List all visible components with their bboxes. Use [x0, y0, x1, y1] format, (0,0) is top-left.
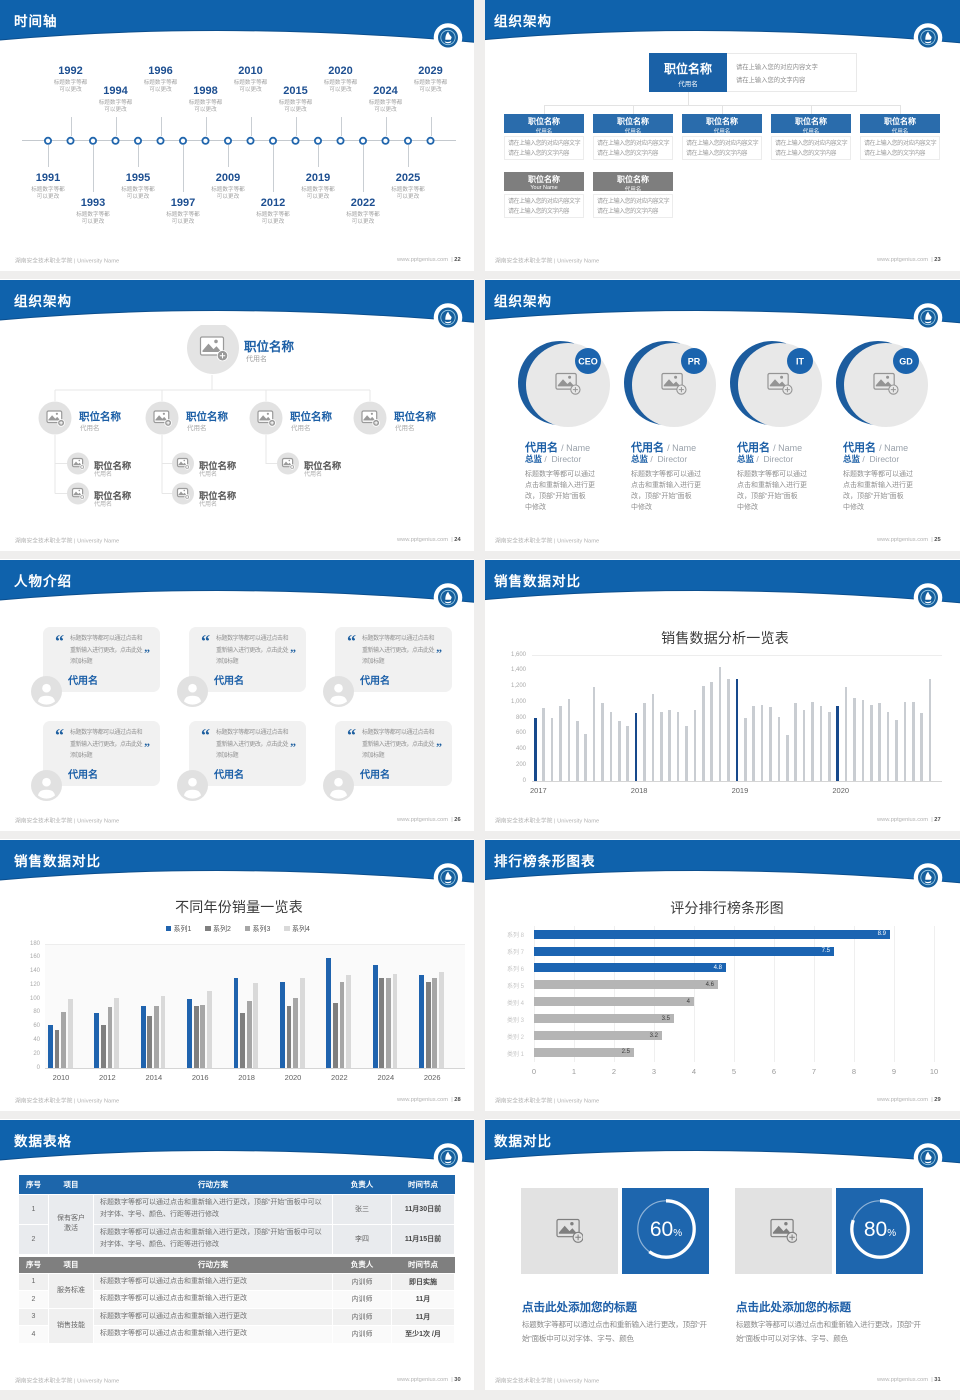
svg-text:PR: PR	[688, 357, 701, 367]
svg-text:GD: GD	[899, 357, 913, 367]
svg-text:CEO: CEO	[578, 357, 598, 367]
svg-text:IT: IT	[796, 357, 805, 367]
